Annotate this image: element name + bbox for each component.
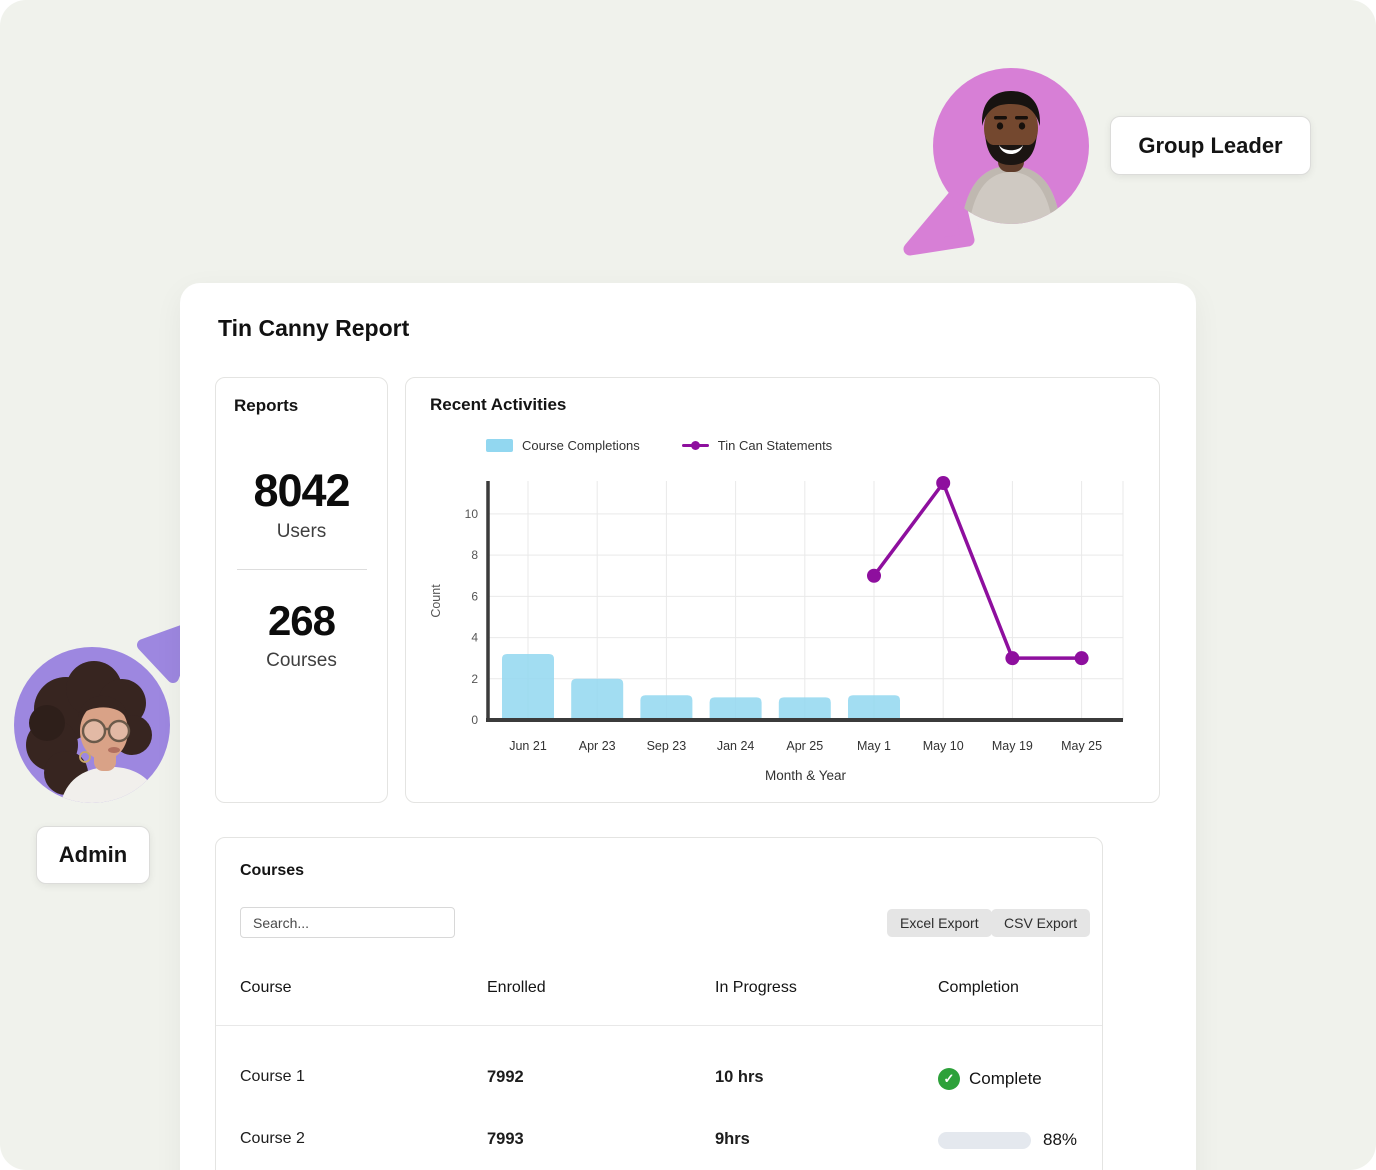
courses-panel: Courses Excel Export CSV Export Course E… xyxy=(215,837,1103,1170)
csv-export-button[interactable]: CSV Export xyxy=(991,909,1091,937)
recent-activities-panel: Recent Activities Course Completions Tin… xyxy=(405,377,1160,803)
legend-label: Course Completions xyxy=(522,438,640,453)
report-card: Tin Canny Report Reports 8042 Users 268 … xyxy=(180,283,1196,1170)
page-title: Tin Canny Report xyxy=(218,315,410,341)
pink-triangle-pointer-icon xyxy=(903,186,975,256)
reports-panel: Reports 8042 Users 268 Courses xyxy=(215,377,388,803)
svg-text:2: 2 xyxy=(471,672,478,686)
svg-text:0: 0 xyxy=(471,713,478,727)
in-progress-value: 10 hrs xyxy=(715,1068,764,1086)
reports-panel-title: Reports xyxy=(234,396,299,415)
legend-label: Tin Can Statements xyxy=(717,438,833,453)
completion-label: Complete xyxy=(969,1069,1042,1088)
progress-bar-track xyxy=(938,1131,1031,1149)
courses-label: Courses xyxy=(266,650,337,671)
courses-stat: 268 Courses xyxy=(234,600,369,672)
admin-avatar xyxy=(14,647,170,803)
table-row: Course 2 7993 9hrs 88% xyxy=(216,1130,1102,1154)
recent-activities-title: Recent Activities xyxy=(430,395,567,414)
users-stat: 8042 Users xyxy=(234,468,369,543)
svg-text:Jun 21: Jun 21 xyxy=(509,739,547,753)
enrolled-value: 7993 xyxy=(487,1130,524,1148)
svg-text:May 1: May 1 xyxy=(857,739,891,753)
recent-activities-chart: 0 2 4 6 8 10 Jun 21 Apr 23 Sep 23 Jan 24 Apr 25 May… xyxy=(429,476,1124,783)
enrolled-value: 7992 xyxy=(487,1068,524,1086)
in-progress-value: 9hrs xyxy=(715,1130,750,1148)
legend-item-course-completions[interactable]: Course Completions xyxy=(486,438,640,453)
legend-item-tin-can-statements[interactable]: Tin Can Statements xyxy=(681,438,833,453)
column-header-course: Course xyxy=(240,979,292,996)
svg-text:Apr 23: Apr 23 xyxy=(579,739,616,753)
completion-progress: 88% xyxy=(938,1130,1077,1150)
completion-status: ✓ Complete xyxy=(938,1068,1042,1090)
svg-text:8: 8 xyxy=(471,548,478,562)
chart-legend: Course Completions Tin Can Statements xyxy=(486,438,832,453)
course-name: Course 1 xyxy=(240,1068,305,1085)
progress-percent-label: 88% xyxy=(1043,1130,1078,1149)
table-divider xyxy=(216,1025,1102,1026)
svg-text:May 10: May 10 xyxy=(923,739,964,753)
column-header-completion: Completion xyxy=(938,979,1019,996)
courses-panel-title: Courses xyxy=(240,862,305,879)
svg-text:May 19: May 19 xyxy=(992,739,1033,753)
stat-divider xyxy=(236,569,367,570)
svg-text:May 25: May 25 xyxy=(1061,739,1102,753)
svg-text:10: 10 xyxy=(465,507,479,521)
table-row: Course 1 7992 10 hrs ✓ Complete xyxy=(216,1068,1102,1092)
column-header-in-progress: In Progress xyxy=(715,979,797,996)
line-swatch-icon xyxy=(681,439,709,452)
course-name: Course 2 xyxy=(240,1130,305,1147)
svg-text:Jan 24: Jan 24 xyxy=(717,739,755,753)
bar-swatch-icon xyxy=(486,439,513,452)
search-input[interactable] xyxy=(240,907,455,938)
admin-badge: Admin xyxy=(36,826,150,884)
users-count: 8042 xyxy=(253,465,350,516)
excel-export-button[interactable]: Excel Export xyxy=(887,909,992,937)
avatar-photo-man xyxy=(961,91,1061,224)
svg-text:Apr 25: Apr 25 xyxy=(786,739,823,753)
courses-count: 268 xyxy=(267,597,336,644)
svg-text:6: 6 xyxy=(471,589,478,603)
svg-text:Count: Count xyxy=(429,584,443,618)
column-header-enrolled: Enrolled xyxy=(487,979,546,996)
admin-badge-label: Admin xyxy=(58,842,128,867)
chart-plot-area: 0 2 4 6 8 10 Jun 21 Apr 23 Sep 23 Jan 24 Apr 25 May… xyxy=(424,466,1144,796)
svg-text:4: 4 xyxy=(471,631,478,645)
check-icon: ✓ xyxy=(938,1068,960,1090)
svg-text:Sep 23: Sep 23 xyxy=(647,739,687,753)
group-leader-avatar xyxy=(933,68,1089,224)
users-label: Users xyxy=(276,521,327,542)
group-leader-badge-label: Group Leader xyxy=(1138,132,1283,158)
group-leader-badge: Group Leader xyxy=(1110,116,1311,175)
svg-text:Month & Year: Month & Year xyxy=(765,768,847,783)
avatar-photo-woman xyxy=(26,661,160,803)
